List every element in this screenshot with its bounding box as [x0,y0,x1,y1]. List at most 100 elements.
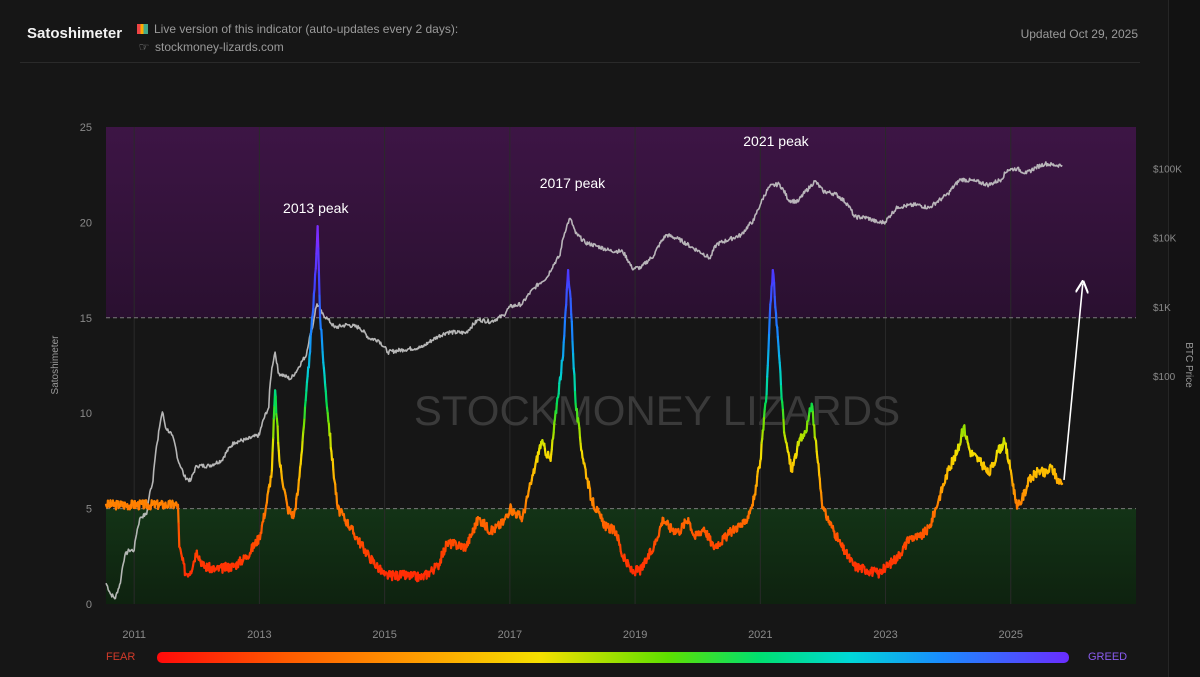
y2-tick-label: $1K [1153,303,1171,314]
info-line-1: Live version of this indicator (auto-upd… [154,22,459,36]
satoshimeter-segment [552,422,556,434]
x-tick-label: 2013 [247,629,271,641]
satoshimeter-segment [299,453,303,465]
satoshimeter-segment [314,252,318,270]
satoshimeter-segment [143,499,146,509]
satoshimeter-segment [565,288,568,306]
y-axis-label: Satoshimeter [50,335,61,395]
satoshimeter-segment [306,366,310,378]
satoshimeter-segment [270,449,274,472]
satoshimeter-segment [781,408,785,421]
satoshimeter-segment [584,468,588,480]
satoshimeter-segment [591,497,595,509]
satoshimeter-segment [323,374,327,386]
satoshimeter-segment [759,441,763,460]
y2-tick-label: $10K [1153,234,1177,245]
satoshimeter-segment [565,279,569,291]
peak-annotation: 2013 peak [283,200,349,216]
y-tick-label: 0 [86,599,92,611]
satoshimeter-segment [301,431,305,442]
x-tick-label: 2021 [748,629,772,641]
satoshimeter-segment [277,441,280,452]
satoshimeter-segment [317,271,321,297]
x-tick-label: 2015 [372,629,396,641]
satoshimeter-segment [569,297,573,316]
satoshimeter-segment [772,273,776,284]
satoshimeter-segment [568,290,572,300]
satoshimeter-segment [779,371,783,388]
y-tick-label: 15 [80,313,92,325]
satoshimeter-segment [817,462,821,476]
satoshimeter-segment [322,367,326,377]
satoshimeter-segment [319,316,322,330]
satoshimeter-segment [959,434,963,443]
satoshimeter-segment [754,484,758,496]
satoshimeter-segment [321,350,325,364]
pointing-hand-icon: ☞ [138,40,150,54]
satoshimeter-segment [272,417,275,439]
satoshimeter-segment [300,439,304,452]
info-link[interactable]: stockmoney-lizards.com [155,40,284,54]
satoshimeter-segment [485,521,489,532]
satoshimeter-segment [560,359,563,374]
x-tick-label: 2011 [122,629,146,641]
satoshimeter-segment [331,458,335,471]
satoshimeter-segment [277,449,281,462]
satoshimeter-segment [769,285,773,301]
satoshimeter-segment [782,418,786,434]
satoshimeter-segment [325,400,329,409]
satoshimeter-segment [268,475,272,488]
satoshimeter-segment [777,345,781,357]
satoshimeter-segment [755,475,759,487]
peak-annotation: 2017 peak [540,175,606,191]
satoshimeter-segment [818,477,822,490]
satoshimeter-segment [309,333,312,353]
scrollbar[interactable] [1168,0,1200,677]
satoshimeter-segment [776,326,779,338]
satoshimeter-segment [312,292,315,310]
y-tick-label: 25 [80,122,92,134]
page-title: Satoshimeter [27,25,123,42]
satoshimeter-segment [294,497,298,511]
satoshimeter-segment [807,412,811,422]
satoshimeter-segment [310,317,314,330]
updated-date: Updated Oct 29, 2025 [1020,27,1138,41]
satoshimeter-segment [781,401,785,411]
satoshimeter-segment [265,493,269,504]
satoshimeter-segment [570,313,573,323]
satoshimeter-segment [351,525,355,535]
satoshimeter-segment [275,417,279,428]
satoshimeter-segment [297,478,300,491]
btc-price-line [105,161,1063,600]
satoshimeter-segment [332,468,335,480]
x-tick-label: 2019 [623,629,647,641]
satoshimeter-segment [549,453,553,462]
satoshimeter-segment [778,361,782,374]
satoshimeter-segment [573,390,577,405]
satoshimeter-segment [557,382,561,395]
satoshimeter-segment [304,389,308,402]
satoshimeter-segment [559,371,563,381]
satoshimeter-segment [315,240,319,255]
satoshimeter-segment [573,373,577,393]
satoshimeter-segment [329,432,332,450]
satoshimeter-segment [571,340,575,355]
satoshimeter-segment [1005,448,1009,460]
satoshimeter-segment [811,410,815,426]
satoshimeter-segment [563,309,567,321]
satoshimeter-segment [1008,459,1012,470]
header-divider [20,62,1140,63]
greed-zone [106,127,1136,318]
satoshimeter-segment [570,320,574,343]
satoshimeter-segment [316,225,320,250]
y-tick-label: 20 [80,217,92,229]
satoshimeter-segment [550,439,554,451]
satoshimeter-segment [317,247,320,274]
bar-chart-icon [137,24,148,34]
satoshimeter-segment [303,404,307,419]
satoshimeter-segment [274,395,278,416]
satoshimeter-segment [320,339,324,353]
satoshimeter-segment [762,408,766,418]
satoshimeter-segment [276,425,280,444]
